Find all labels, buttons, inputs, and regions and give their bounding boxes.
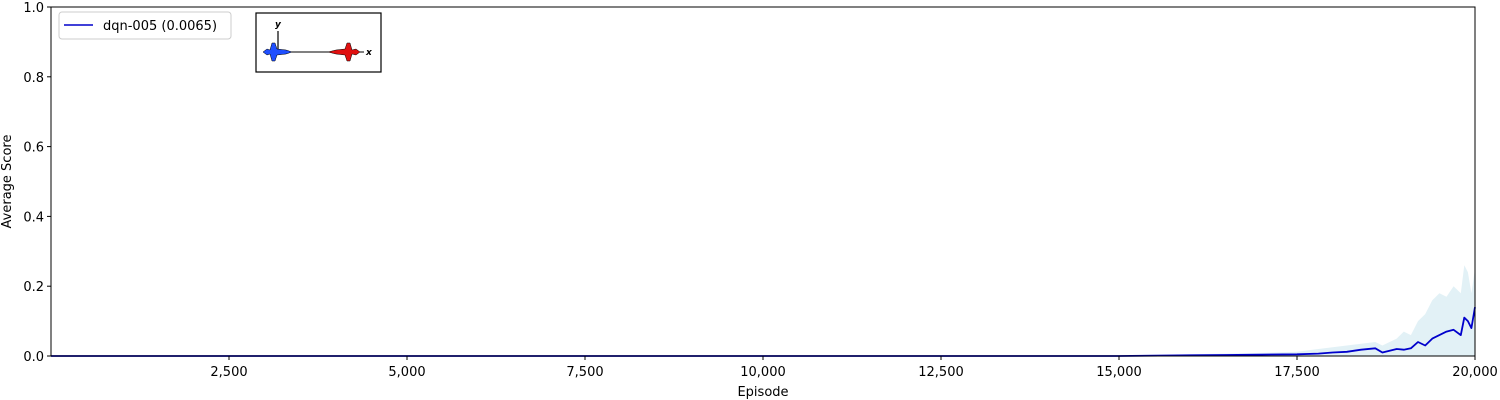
- confidence-band: [51, 265, 1475, 356]
- y-tick-label: 0.0: [23, 350, 44, 365]
- x-tick-label: 15,000: [1096, 365, 1142, 380]
- legend: dqn-005 (0.0065): [58, 11, 232, 40]
- y-tick-label: 0.4: [23, 210, 44, 225]
- x-axis: 2,500 5,000 7,500 10,000 12,500 15,000 17,500 2…: [210, 356, 1498, 380]
- inset-frame: [255, 12, 382, 73]
- x-tick-label: 10,000: [740, 365, 786, 380]
- x-tick-label: 20,000: [1452, 365, 1498, 380]
- y-tick-label: 0.2: [23, 280, 44, 295]
- y-tick-label: 0.6: [23, 141, 44, 156]
- y-axis-title: Average Score: [0, 135, 15, 229]
- series-line-layer: [51, 306, 1476, 357]
- confidence-band-layer: [51, 265, 1475, 356]
- x-tick-label: 2,500: [210, 365, 247, 380]
- x-tick-label: 12,500: [918, 365, 964, 380]
- blue-aircraft-icon: [262, 42, 293, 62]
- x-tick-label: 5,000: [388, 365, 425, 380]
- y-tick-label: 1.0: [23, 1, 44, 16]
- legend-label: dqn-005 (0.0065): [103, 19, 217, 34]
- legend-box: [58, 11, 232, 40]
- inset-x-label: x: [365, 48, 373, 58]
- red-aircraft-icon: [327, 42, 361, 62]
- x-tick-label: 7,500: [566, 365, 603, 380]
- inset-y-label: y: [275, 20, 282, 30]
- inset-diagram: y x: [255, 12, 382, 73]
- x-tick-label: 17,500: [1274, 365, 1320, 380]
- y-axis: 0.0 0.2 0.4 0.6 0.8 1.0: [23, 1, 51, 365]
- x-axis-title: Episode: [737, 385, 788, 400]
- y-tick-label: 0.8: [23, 71, 44, 86]
- series-line: [51, 306, 1476, 357]
